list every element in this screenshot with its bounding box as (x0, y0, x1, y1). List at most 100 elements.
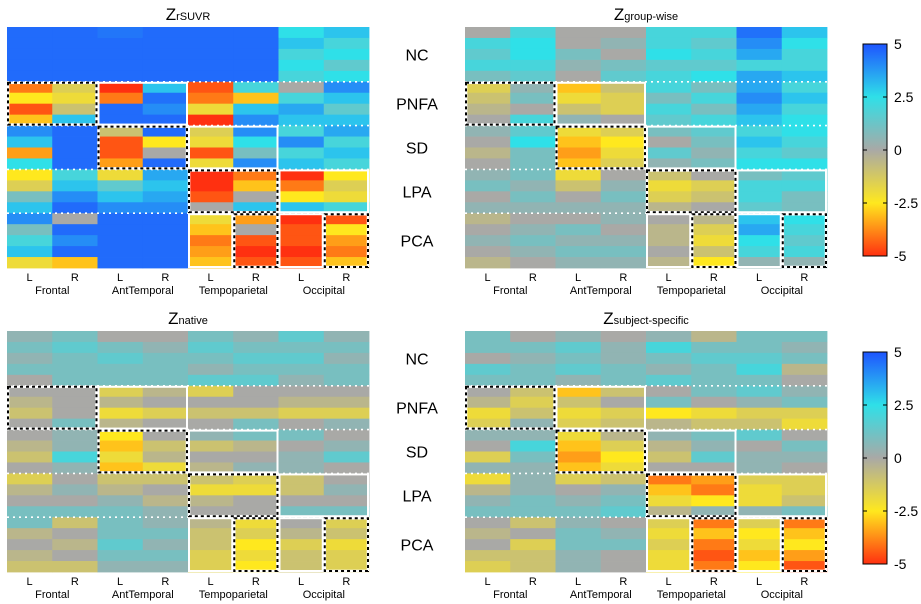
heatmap-cell (188, 257, 234, 269)
heatmap-cell (233, 473, 279, 485)
heatmap-cell (142, 396, 189, 409)
heatmap-cell (142, 374, 189, 387)
heatmap-cell (7, 202, 53, 214)
heatmap-cell (97, 462, 144, 474)
heatmap-cell (233, 136, 279, 148)
heatmap-cell (278, 158, 325, 170)
region-label: Occipital (761, 589, 803, 601)
heatmap-cell (233, 59, 279, 72)
column-label: L (756, 576, 762, 588)
heatmap-cell (97, 125, 144, 137)
heatmap-cell (781, 440, 828, 452)
column-label: R (161, 272, 169, 284)
heatmap-cell (233, 517, 279, 529)
heatmap-cell (646, 352, 692, 365)
heatmap-cell (465, 385, 511, 398)
heatmap-cell (7, 429, 53, 441)
heatmap-cell (646, 331, 692, 343)
heatmap-cell (142, 418, 189, 430)
heatmap-cell (691, 385, 737, 398)
region-label: AntTemporal (570, 285, 632, 297)
colorbar-tick-label: -5 (894, 248, 907, 264)
panel-title-main: Z (603, 309, 613, 328)
heatmap-cell (142, 257, 189, 269)
heatmap-cell (142, 136, 189, 148)
heatmap-cell (465, 451, 511, 463)
heatmap-cell (97, 495, 144, 507)
heatmap-cell (233, 451, 279, 463)
heatmap-cell (691, 37, 737, 50)
heatmap-cell (781, 517, 828, 529)
highlight-box-solid (555, 385, 646, 430)
heatmap-cell (233, 561, 279, 573)
heatmap-cell (555, 528, 602, 540)
heatmap-cell (7, 147, 53, 159)
heatmap-cell (646, 246, 692, 258)
heatmap-cell (188, 59, 234, 72)
heatmap-cell (97, 147, 144, 159)
heatmap-cell (233, 202, 279, 214)
highlight-box-solid (646, 213, 692, 269)
heatmap-cell (233, 484, 279, 496)
heatmap-cell (142, 517, 189, 529)
heatmap-cell (323, 103, 370, 116)
heatmap-cell (691, 224, 737, 236)
heatmap-cell (52, 528, 98, 540)
heatmap-cell (7, 27, 53, 39)
heatmap-cell (510, 407, 556, 420)
heatmap-cell (600, 235, 647, 247)
heatmap-cell (781, 59, 828, 72)
heatmap-cell (555, 352, 602, 365)
heatmap-cell (7, 125, 53, 137)
heatmap-cell (736, 352, 783, 365)
heatmap-cell (691, 235, 737, 247)
heatmap-cell (52, 495, 98, 507)
region-label: Tempoparietal (199, 285, 268, 297)
heatmap-cell (510, 37, 556, 50)
heatmap-cell (233, 103, 279, 116)
heatmap-cell (781, 37, 828, 50)
heatmap-cell (97, 180, 144, 192)
heatmap-cell (7, 81, 53, 94)
heatmap-cell (646, 147, 692, 159)
panel-title: Zsubject-specific (603, 309, 689, 328)
heatmap-cell (278, 235, 325, 247)
heatmap-cell (323, 191, 370, 203)
region-label: Frontal (35, 285, 69, 297)
column-label: R (800, 576, 808, 588)
heatmap-cell (7, 451, 53, 463)
heatmap-cell (465, 224, 511, 236)
heatmap-cell (736, 407, 783, 420)
highlight-box-dashed (97, 429, 188, 474)
heatmap-cell (323, 81, 370, 94)
heatmap-cell (600, 528, 647, 540)
heatmap-cell (510, 213, 556, 225)
heatmap-cell (555, 506, 602, 518)
heatmap-cell (52, 158, 98, 170)
heatmap-cell (465, 147, 511, 159)
heatmap-cell (188, 374, 234, 387)
heatmap-cell (188, 158, 234, 170)
heatmap-cell (188, 224, 234, 236)
heatmap-cell (600, 506, 647, 518)
heatmap-cell (278, 180, 325, 192)
heatmap-cell (323, 169, 370, 181)
heatmap-cell (52, 37, 98, 50)
heatmap-cell (278, 451, 325, 463)
highlight-box-solid (278, 517, 324, 573)
heatmap-cell (555, 235, 602, 247)
heatmap-cell (7, 213, 53, 225)
heatmap-cell (555, 374, 602, 387)
heatmap-cell (600, 352, 647, 365)
highlight-box-dashed (97, 125, 188, 170)
heatmap-cell (646, 202, 692, 214)
heatmap-cell (278, 517, 325, 529)
heatmap-cell (97, 202, 144, 214)
heatmap-cell (781, 550, 828, 562)
heatmap-cell (736, 48, 783, 61)
heatmap-cell (736, 374, 783, 387)
heatmap-cell (188, 180, 234, 192)
heatmap-cell (142, 103, 189, 116)
